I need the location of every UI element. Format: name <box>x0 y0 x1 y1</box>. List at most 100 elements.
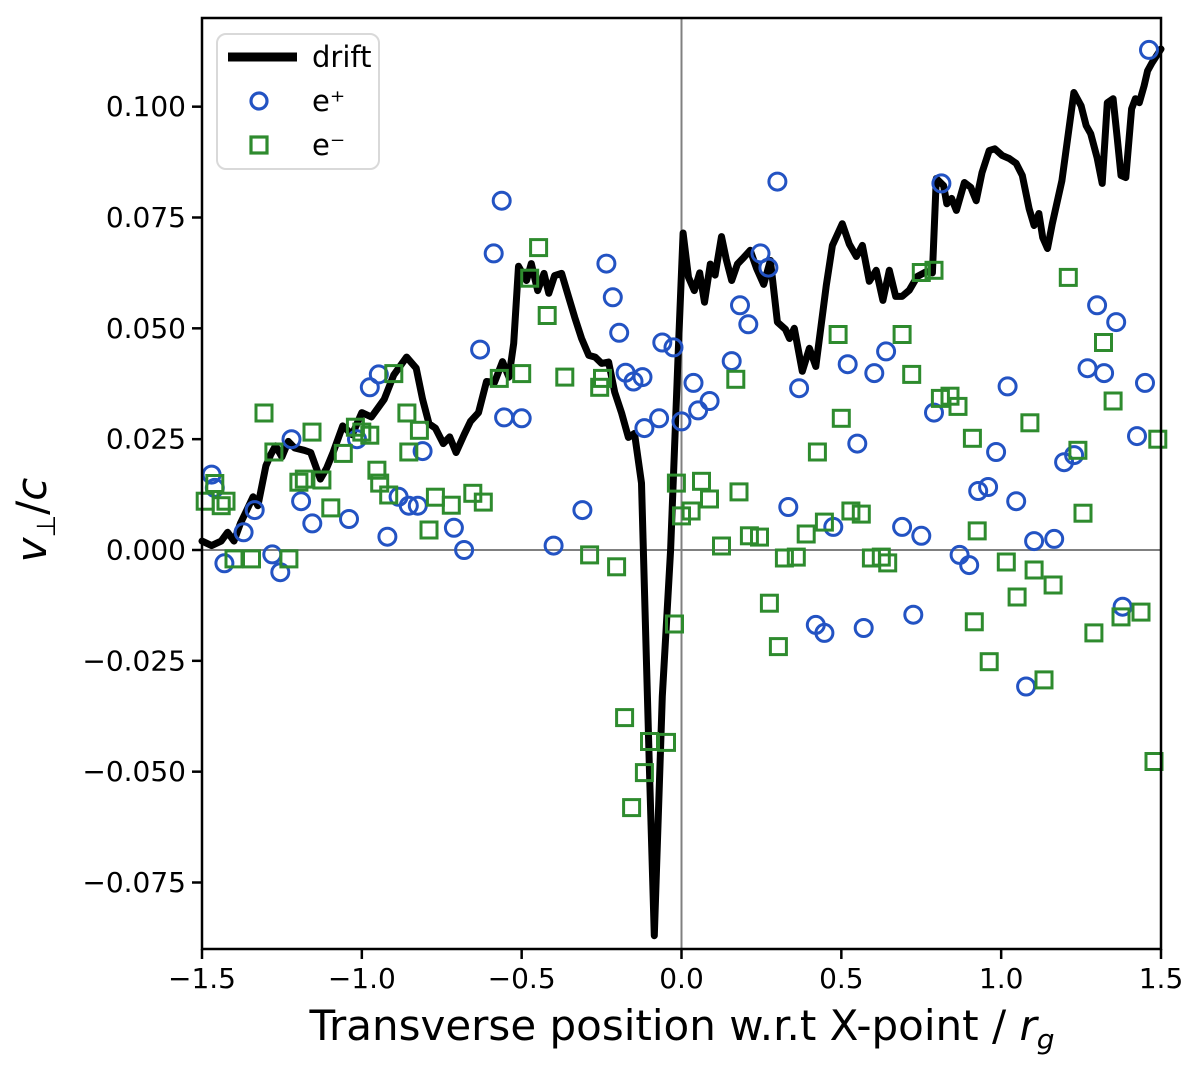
e-minus-marker <box>828 325 848 344</box>
e-plus-marker <box>968 481 989 501</box>
e-plus-marker <box>596 253 617 274</box>
y-tick-label: 0.000 <box>106 534 186 567</box>
e-minus-marker <box>979 652 999 672</box>
e-minus-marker <box>1043 575 1063 595</box>
e-minus-marker <box>1084 623 1104 643</box>
e-minus-marker <box>1148 429 1168 449</box>
e-minus-marker <box>294 469 314 489</box>
e-plus-marker <box>1127 426 1147 447</box>
drift-line <box>198 45 1165 940</box>
e-plus-marker <box>302 513 323 534</box>
e-plus-marker <box>443 517 464 538</box>
e-plus-marker <box>949 544 970 565</box>
e-minus-marker <box>672 506 691 526</box>
e-minus-marker <box>397 403 417 423</box>
e-minus-marker <box>739 526 759 546</box>
y-tick-label: −0.050 <box>82 755 186 788</box>
e-minus-marker <box>593 368 612 388</box>
e-minus-marker <box>768 637 788 657</box>
e-minus-marker <box>441 495 461 515</box>
reference-lines <box>202 18 1161 949</box>
e-plus-marker <box>233 522 254 543</box>
e-plus-marker <box>398 495 419 516</box>
e-plus-marker <box>491 190 512 211</box>
e-minus-marker <box>666 473 686 493</box>
e-plus-marker <box>214 553 235 574</box>
e-minus-marker <box>1103 391 1123 411</box>
e-minus-marker <box>814 512 834 532</box>
e-minus-marker <box>205 474 225 493</box>
e-minus-marker <box>489 368 509 388</box>
e-plus-marker <box>671 411 692 432</box>
e-plus-marker <box>649 408 670 429</box>
e-minus-marker <box>555 367 575 387</box>
e-minus-marker <box>948 396 968 416</box>
e-minus-marker <box>712 536 731 556</box>
e-minus-marker <box>302 422 322 442</box>
e-plus-marker <box>876 341 897 362</box>
e-minus-marker <box>1024 560 1044 580</box>
e-plus-marker <box>1064 445 1085 466</box>
e-minus-marker <box>264 442 284 462</box>
e-minus-marker <box>726 369 746 389</box>
e-plus-marker <box>1112 596 1133 617</box>
e-minus-marker <box>759 593 779 613</box>
e-plus-marker <box>837 354 858 375</box>
e-minus-marker <box>657 732 676 752</box>
e-plus-marker <box>1016 676 1037 697</box>
e-plus-marker <box>814 622 835 643</box>
y-tick-label: 0.075 <box>106 201 186 234</box>
e-plus-marker <box>683 372 704 393</box>
e-plus-marker <box>758 257 779 278</box>
e-plus-marker <box>1044 528 1065 549</box>
e-minus-marker <box>786 547 806 567</box>
e-plus-marker <box>924 402 944 423</box>
e-minus-marker <box>622 798 642 818</box>
e-minus-marker <box>312 470 332 490</box>
e-plus-marker <box>454 540 475 560</box>
e-plus-marker <box>789 378 810 399</box>
e-minus-marker <box>537 306 557 325</box>
e-minus-marker <box>289 472 309 492</box>
legend-positron-label: e⁺ <box>312 84 345 118</box>
e-plus-marker <box>847 433 868 454</box>
e-minus-marker <box>242 549 261 569</box>
e-minus-marker <box>473 492 493 512</box>
e-plus-marker <box>778 497 799 517</box>
e-plus-marker <box>1087 295 1108 316</box>
e-minus-marker <box>692 471 711 491</box>
e-minus-marker <box>425 487 445 507</box>
y-tick-label: −0.025 <box>82 644 186 677</box>
e-minus-marker <box>321 498 341 518</box>
e-plus-marker <box>1006 491 1027 512</box>
e-plus-marker <box>281 429 302 450</box>
x-tick-label: 0.5 <box>819 962 864 995</box>
e-minus-marker <box>967 521 987 541</box>
e-minus-marker <box>580 545 600 565</box>
e-minus-marker <box>529 238 549 258</box>
e-plus-marker <box>1077 358 1098 379</box>
e-plus-marker <box>986 442 1007 462</box>
x-tick-label: 1.0 <box>979 962 1024 995</box>
e-plus-marker <box>412 441 433 462</box>
e-plus-marker <box>903 604 924 625</box>
e-plus-marker <box>853 618 874 638</box>
e-plus-marker <box>688 400 709 421</box>
e-minus-marker <box>384 364 404 384</box>
e-plus-marker <box>730 295 750 316</box>
e-plus-marker <box>244 500 265 521</box>
e-minus-marker <box>892 325 912 344</box>
x-tick-label: −0.5 <box>488 962 556 995</box>
e-minus-marker <box>996 552 1016 572</box>
e-plus-marker <box>572 500 593 521</box>
e-minus-marker <box>831 408 851 428</box>
e-plus-marker <box>483 243 504 264</box>
series-layer <box>195 39 1168 940</box>
e-minus-marker <box>807 442 827 462</box>
e-minus-marker <box>1068 440 1088 460</box>
e-minus-marker <box>924 260 944 280</box>
e-plus-marker <box>1024 531 1045 552</box>
y-tick-label: 0.025 <box>106 423 186 456</box>
e-plus-marker <box>634 418 655 439</box>
